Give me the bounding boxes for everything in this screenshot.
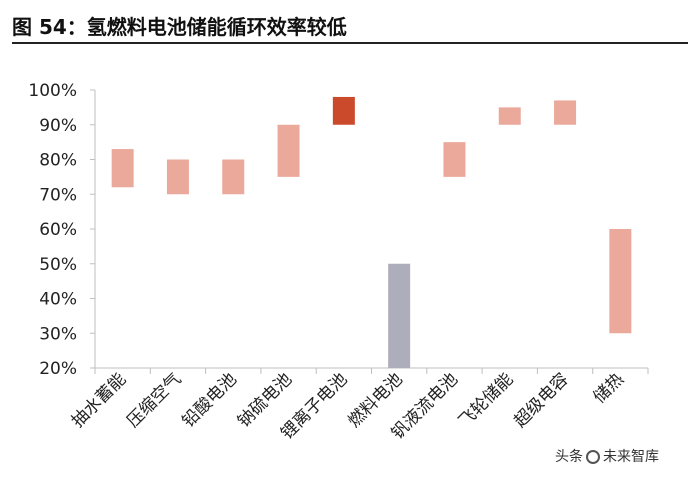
title-rule — [12, 42, 688, 44]
x-category-label: 飞轮储能 — [455, 369, 517, 431]
y-tick-label: 80% — [39, 151, 77, 171]
y-tick-label: 100% — [28, 81, 77, 101]
y-tick-label: 70% — [39, 185, 77, 205]
y-tick-label: 90% — [39, 116, 77, 136]
y-tick-label: 20% — [39, 359, 77, 379]
y-tick-label: 60% — [39, 220, 77, 240]
x-category-label: 抽水蓄能 — [68, 369, 130, 431]
x-category-label: 超级电容 — [510, 369, 572, 431]
range-bar — [277, 124, 300, 177]
range-bar — [443, 142, 466, 177]
watermark-prefix: 头条 — [555, 449, 583, 465]
wechat-icon — [586, 450, 600, 464]
y-tick-label: 40% — [39, 290, 77, 310]
watermark-name: 未来智库 — [603, 449, 659, 465]
range-bar — [222, 159, 245, 195]
x-category-label: 压缩空气 — [123, 369, 185, 431]
x-category-label: 铅酸电池 — [179, 369, 241, 431]
range-bar — [332, 96, 355, 125]
range-bar — [498, 107, 521, 125]
range-bar — [609, 229, 632, 334]
range-bar — [388, 263, 411, 368]
watermark: 头条 未来智库 — [555, 446, 659, 466]
x-category-label: 储热 — [590, 369, 628, 407]
range-bar — [554, 100, 577, 125]
chart-title: 图 54：氢燃料电池储能循环效率较低 — [12, 15, 347, 39]
y-tick-label: 30% — [39, 324, 77, 344]
y-tick-label: 50% — [39, 255, 77, 275]
range-bar — [111, 149, 134, 188]
range-bar — [166, 159, 189, 195]
chart-header: 图 54：氢燃料电池储能循环效率较低 — [12, 8, 688, 44]
